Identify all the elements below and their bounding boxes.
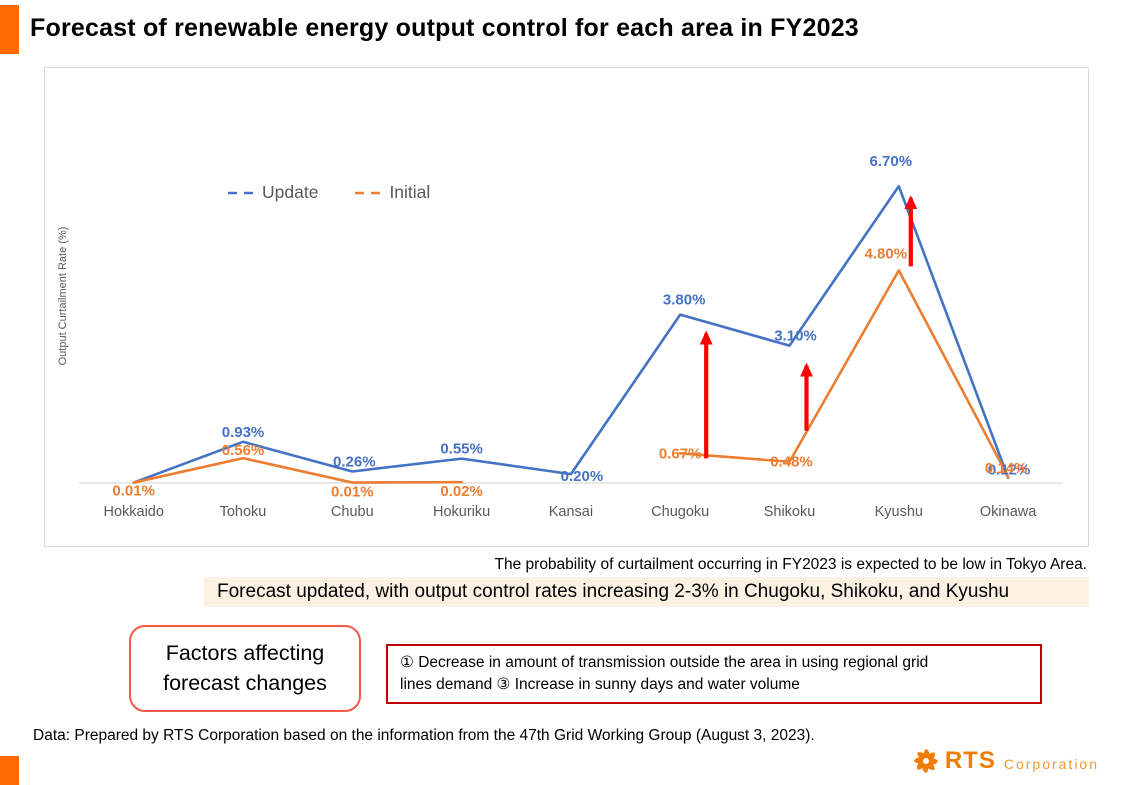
line-chart: 0.93% 0.26% 0.55% 0.20% 3.80% 3.10% 6.70% 0.12%… — [79, 153, 1063, 520]
legend-label-initial: Initial — [389, 182, 431, 202]
legend-label-update: Update — [262, 182, 319, 202]
x-axis-label-kansai: Kansai — [549, 504, 593, 520]
x-axis-label-tohoku: Tohoku — [220, 504, 267, 520]
orange-corner-top — [0, 5, 19, 54]
x-axis-label-hokkaido: Hokkaido — [103, 504, 163, 520]
data-label-update-shikoku: 3.10% — [774, 328, 817, 345]
rts-logo-icon — [913, 748, 938, 774]
series-initial-line — [132, 456, 463, 484]
logo-text-rts: RTS — [944, 747, 996, 774]
chart-area: Output Curtailment Rate (%) 0.93% 0.26% 0.… — [44, 67, 1089, 547]
note-tokyo: The probability of curtailment occurring… — [494, 556, 1087, 573]
x-axis-label-chubu: Chubu — [331, 504, 374, 520]
factors-detail-line1: ① Decrease in amount of transmission out… — [400, 654, 929, 671]
rts-logo: RTS Corporation — [912, 747, 1099, 775]
data-label-initial-hokuriku: 0.02% — [440, 483, 483, 500]
data-label-initial-chugoku: 0.67% — [659, 445, 702, 462]
x-axis-label-kyushu: Kyushu — [875, 504, 923, 520]
data-label-update-kyushu: 6.70% — [870, 153, 913, 170]
data-label-update-tohoku: 0.93% — [222, 424, 265, 441]
data-label-update-kansai: 0.20% — [561, 468, 604, 485]
x-axis-label-hokuriku: Hokuriku — [433, 504, 490, 520]
factors-detail-box: ① Decrease in amount of transmission out… — [386, 644, 1042, 704]
data-label-initial-hokkaido: 0.01% — [112, 483, 155, 500]
data-label-initial-kyushu: 4.80% — [865, 245, 908, 262]
data-label-update-chugoku: 3.80% — [663, 292, 706, 309]
x-axis-label-shikoku: Shikoku — [764, 504, 816, 520]
series-initial-line — [678, 269, 1010, 479]
chart-legend: Update Initial — [227, 182, 430, 203]
factors-detail-line2: lines demand ③ Increase in sunny days an… — [400, 676, 800, 694]
page-title: Forecast of renewable energy output cont… — [30, 14, 859, 42]
data-label-initial-okinawa: 0.14% — [985, 460, 1028, 477]
legend-item-initial: Initial — [354, 182, 430, 203]
factors-box-line2: forecast changes — [163, 670, 327, 695]
data-source: Data: Prepared by RTS Corporation based … — [33, 727, 815, 744]
x-axis-label-okinawa: Okinawa — [980, 504, 1037, 520]
highlight-note: Forecast updated, with output control ra… — [204, 577, 1089, 607]
data-label-update-okinawa: 0.12% — [988, 462, 1031, 479]
legend-item-update: Update — [227, 182, 318, 203]
data-label-update-hokuriku: 0.55% — [440, 441, 483, 458]
data-label-initial-chubu: 0.01% — [331, 484, 374, 501]
logo-text-corporation: Corporation — [1003, 755, 1099, 772]
legend-dash-update — [228, 191, 258, 194]
legend-dash-initial — [355, 191, 386, 194]
orange-corner-bottom — [0, 756, 19, 785]
factors-box-line1: Factors affecting — [165, 641, 325, 666]
series-update-line — [132, 184, 1010, 484]
x-axis-label-chugoku: Chugoku — [651, 504, 709, 520]
data-label-update-chubu: 0.26% — [333, 453, 376, 470]
data-label-initial-tohoku: 0.56% — [222, 442, 265, 459]
factors-box: Factors affecting forecast changes — [129, 625, 361, 712]
data-label-initial-shikoku: 0.48% — [770, 454, 813, 471]
